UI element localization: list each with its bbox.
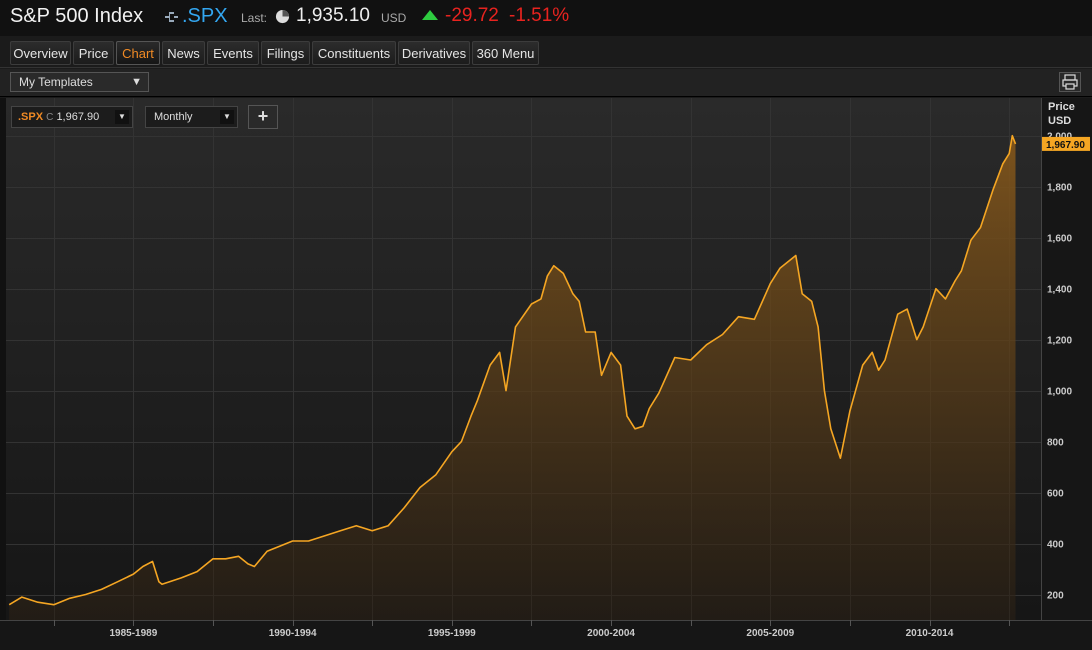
- y-tick-label: 200: [1047, 591, 1064, 602]
- add-series-button[interactable]: +: [248, 105, 278, 129]
- chevron-down-icon: ▼: [131, 76, 142, 88]
- print-button[interactable]: [1059, 72, 1081, 92]
- x-tick-label: 2005-2009: [746, 628, 794, 639]
- price-area: [9, 135, 1016, 620]
- tab-events[interactable]: Events: [207, 41, 259, 65]
- last-currency: USD: [381, 11, 407, 25]
- last-value-badge: [1042, 136, 1090, 151]
- x-tick-label: 1995-1999: [428, 628, 476, 639]
- chevron-down-icon: ▼: [115, 110, 129, 124]
- y-tick-label: 1,400: [1047, 285, 1072, 296]
- y-tick-label: 1,800: [1047, 183, 1072, 194]
- y-axis-strip: [1041, 98, 1092, 620]
- y-tick-label: 1,200: [1047, 336, 1072, 347]
- last-price: 1,935.10: [296, 5, 370, 26]
- net-change: -29.72: [445, 5, 499, 26]
- chart-panel[interactable]: 2004006008001,0001,2001,4001,6001,8002,0…: [0, 98, 1092, 650]
- price-line: [8, 134, 1017, 606]
- y-tick-label: 400: [1047, 540, 1064, 551]
- symbol-code: .SPX: [18, 111, 44, 123]
- x-tick-label: 1985-1989: [109, 628, 157, 639]
- x-axis-strip: [0, 620, 1092, 650]
- templates-label: My Templates: [19, 75, 93, 89]
- tab-chart[interactable]: Chart: [116, 41, 160, 65]
- price-chart[interactable]: 2004006008001,0001,2001,4001,6001,8002,0…: [0, 98, 1092, 650]
- instrument-title: S&P 500 Index: [10, 5, 144, 27]
- quote-header: S&P 500 Index .SPX Last: 1,935.10 USD -2…: [0, 0, 1092, 36]
- tab-constituents[interactable]: Constituents: [312, 41, 396, 65]
- x-tick-label: 2000-2004: [587, 628, 635, 639]
- y-tick-label: 1,600: [1047, 234, 1072, 245]
- y-axis-title-line: Price: [1048, 101, 1075, 113]
- tab-360-menu[interactable]: 360 Menu: [472, 41, 539, 65]
- tab-news[interactable]: News: [162, 41, 205, 65]
- period-selector[interactable]: Monthly ▼: [145, 106, 238, 128]
- related-quotes-icon[interactable]: [164, 9, 180, 25]
- last-label: Last:: [241, 11, 268, 25]
- tab-derivatives[interactable]: Derivatives: [398, 41, 470, 65]
- y-axis-title-line: USD: [1048, 115, 1072, 127]
- chart-toolbar: My Templates ▼: [0, 69, 1092, 97]
- close-marker: C: [46, 112, 54, 123]
- x-tick-label: 2010-2014: [906, 628, 954, 639]
- templates-dropdown[interactable]: My Templates ▼: [10, 72, 149, 92]
- period-label: Monthly: [154, 111, 193, 123]
- printer-icon: [1062, 74, 1078, 90]
- y-axis-title: Price USD: [1048, 100, 1075, 128]
- percent-change: -1.51%: [509, 5, 570, 26]
- tab-bar: Overview Price Chart News Events Filings…: [0, 38, 1092, 68]
- tab-price[interactable]: Price: [73, 41, 114, 65]
- y-tick-label: 600: [1047, 489, 1064, 500]
- symbol-selector[interactable]: .SPX C 1,967.90 ▼: [11, 106, 133, 128]
- y-tick-label: 800: [1047, 438, 1064, 449]
- close-value: 1,967.90: [56, 111, 100, 123]
- tab-filings[interactable]: Filings: [261, 41, 310, 65]
- clock-icon: [275, 9, 290, 24]
- chevron-down-icon: ▼: [220, 110, 234, 124]
- last-value-label: 1,967.90: [1046, 140, 1085, 151]
- ric-code[interactable]: .SPX: [182, 5, 228, 27]
- x-tick-label: 1990-1994: [269, 628, 317, 639]
- up-arrow-icon: [422, 10, 438, 20]
- tab-overview[interactable]: Overview: [10, 41, 71, 65]
- y-tick-label: 1,000: [1047, 387, 1072, 398]
